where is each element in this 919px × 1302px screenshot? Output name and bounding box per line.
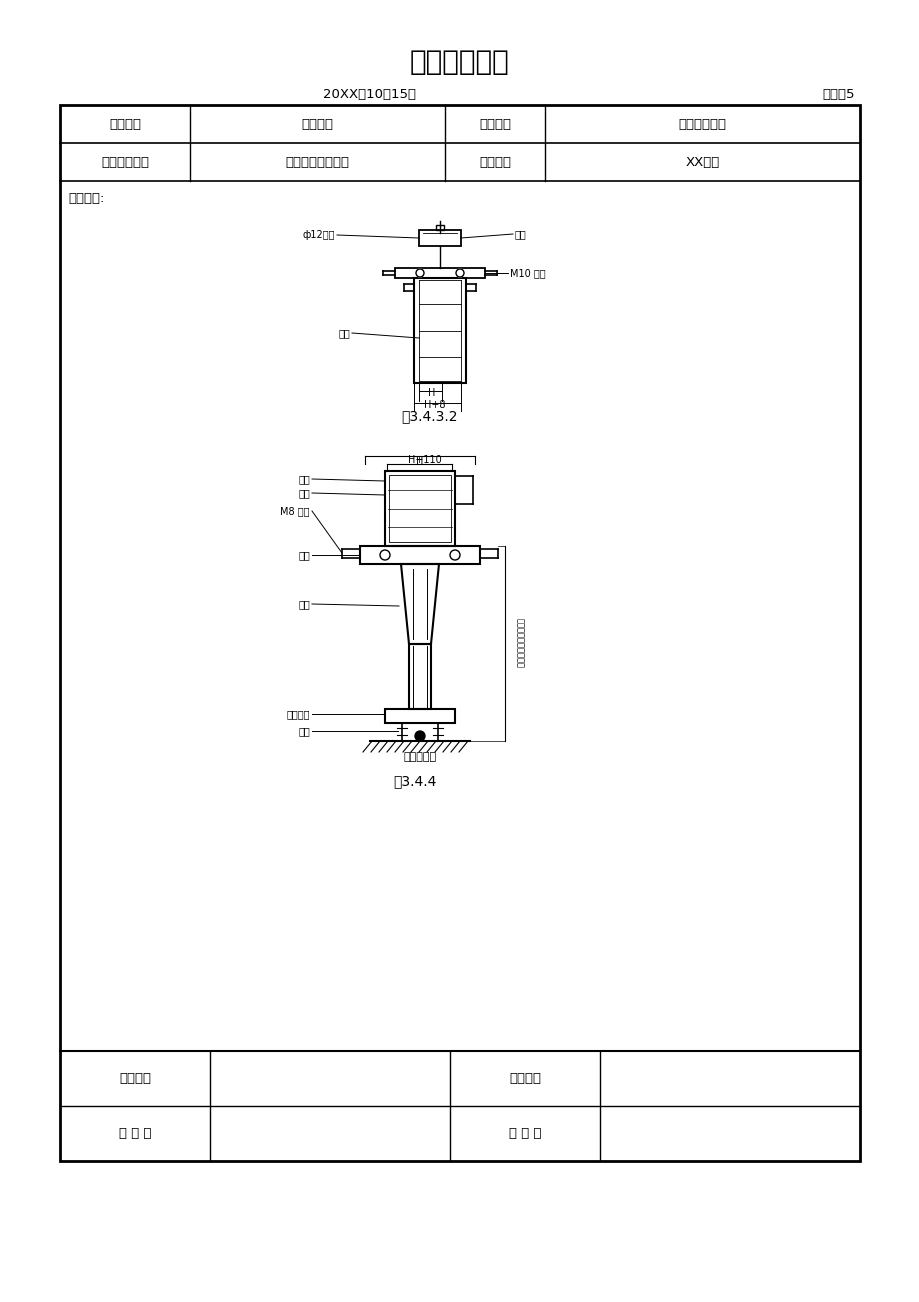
Text: 接收单位: 接收单位 bbox=[508, 1072, 540, 1085]
Bar bbox=[418, 230, 460, 246]
Text: 交底内容:: 交底内容: bbox=[68, 193, 104, 206]
Text: 20XX年10月15日: 20XX年10月15日 bbox=[323, 89, 416, 102]
Text: H: H bbox=[416, 456, 424, 466]
Text: H+8: H+8 bbox=[424, 400, 446, 410]
Text: 接 收 人: 接 收 人 bbox=[508, 1128, 540, 1141]
Text: 技术交底记录: 技术交底记录 bbox=[410, 48, 509, 76]
Text: 母线: 母线 bbox=[298, 474, 310, 484]
Text: M8 螺栓: M8 螺栓 bbox=[280, 506, 310, 516]
Text: 施工单位: 施工单位 bbox=[479, 155, 510, 168]
Text: 基础金具: 基础金具 bbox=[286, 710, 310, 719]
Text: H+110: H+110 bbox=[408, 454, 441, 465]
Text: 立柱式安装: 立柱式安装 bbox=[403, 753, 437, 762]
Bar bbox=[389, 475, 450, 542]
Text: 封闭插接母线安装: 封闭插接母线安装 bbox=[285, 155, 349, 168]
Text: 交 底 人: 交 底 人 bbox=[119, 1128, 151, 1141]
Circle shape bbox=[414, 730, 425, 741]
Text: 素素市工程设计院绘制: 素素市工程设计院绘制 bbox=[515, 618, 524, 668]
Bar bbox=[394, 268, 484, 279]
Text: 交底单位: 交底单位 bbox=[119, 1072, 151, 1085]
Bar bbox=[60, 105, 859, 1161]
Text: H: H bbox=[428, 388, 436, 398]
Text: 槽架: 槽架 bbox=[298, 549, 310, 560]
Text: 节能大厦: 节能大厦 bbox=[301, 117, 333, 130]
Text: 螺栓: 螺栓 bbox=[298, 727, 310, 736]
Text: 压板: 压板 bbox=[298, 488, 310, 497]
Text: 工程名称: 工程名称 bbox=[108, 117, 141, 130]
Text: 分部工程: 分部工程 bbox=[479, 117, 510, 130]
Text: ф12吊杆: ф12吊杆 bbox=[302, 230, 335, 240]
Text: 图3.4.4: 图3.4.4 bbox=[393, 773, 437, 788]
Bar bbox=[384, 710, 455, 723]
Circle shape bbox=[449, 549, 460, 560]
Text: 施管表5: 施管表5 bbox=[822, 89, 854, 102]
Bar bbox=[409, 644, 430, 710]
Bar bbox=[359, 546, 480, 564]
Circle shape bbox=[456, 270, 463, 277]
Text: M10 螺栓: M10 螺栓 bbox=[509, 268, 545, 279]
Bar bbox=[414, 279, 466, 383]
Text: XX集团: XX集团 bbox=[685, 155, 719, 168]
Text: 吊架: 吊架 bbox=[515, 229, 527, 240]
Text: 母线: 母线 bbox=[338, 328, 349, 339]
Text: 立柱: 立柱 bbox=[298, 599, 310, 609]
Bar bbox=[384, 471, 455, 546]
Text: 分项工程名称: 分项工程名称 bbox=[101, 155, 149, 168]
Bar bbox=[436, 225, 444, 230]
Text: 图3.4.3.2: 图3.4.3.2 bbox=[402, 409, 458, 423]
Circle shape bbox=[380, 549, 390, 560]
Circle shape bbox=[415, 270, 424, 277]
Text: 建筑电气工程: 建筑电气工程 bbox=[678, 117, 726, 130]
